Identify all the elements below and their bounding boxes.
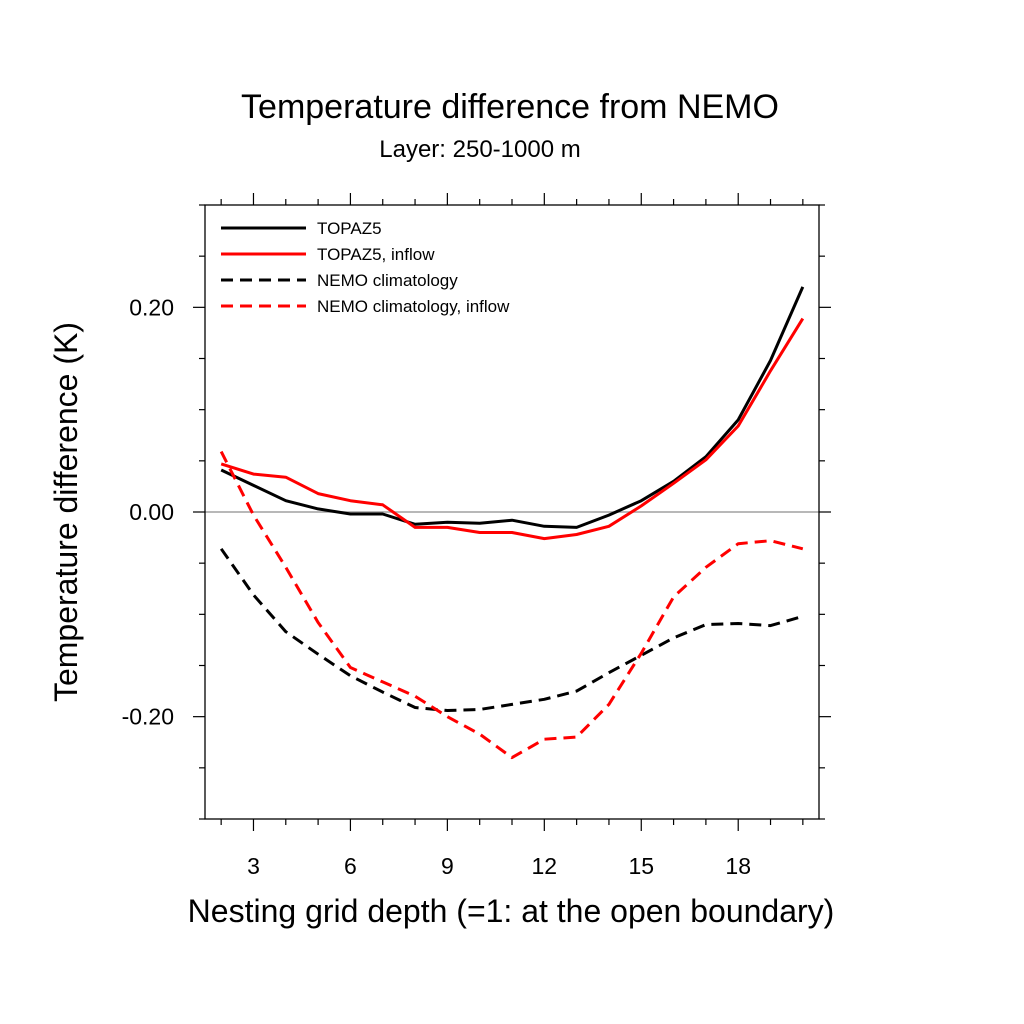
legend-label-1: TOPAZ5 [317,219,382,238]
series-line-2 [220,317,805,541]
x-tick-label: 15 [628,853,654,879]
y-tick-label: -0.20 [122,704,174,730]
legend: TOPAZ5 TOPAZ5, inflow NEMO climatology NEMO… [221,219,510,316]
legend-label-3: NEMO climatology [317,271,458,290]
legend-label-2: TOPAZ5, inflow [317,245,435,264]
x-tick-label: 9 [441,853,454,879]
series-line-4 [219,450,804,760]
series-line-3 [219,547,804,712]
y-tick-label: 0.00 [129,499,174,525]
chart-subtitle: Layer: 250-1000 m [379,136,581,163]
legend-label-4: NEMO climatology, inflow [317,297,510,316]
x-tick-label: 12 [532,853,558,879]
x-tick-label: 3 [247,853,260,879]
x-tick-label: 6 [344,853,357,879]
chart-title: Temperature difference from NEMO [241,88,779,126]
x-axis-label: Nesting grid depth (=1: at the open boun… [187,893,835,929]
x-tick-label: 18 [725,853,751,879]
series-line-1 [220,286,805,529]
y-tick-label: 0.20 [129,294,174,320]
